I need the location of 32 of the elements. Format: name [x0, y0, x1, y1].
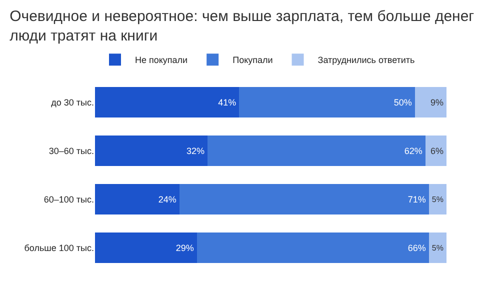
data-label: 24%	[158, 194, 176, 204]
data-label: 71%	[408, 194, 426, 204]
data-label: 29%	[176, 242, 194, 253]
data-label: 50%	[394, 97, 412, 108]
bar	[95, 232, 197, 263]
bar	[95, 184, 180, 214]
data-label: 66%	[408, 242, 426, 253]
bar	[95, 87, 240, 118]
data-label: 41%	[218, 97, 236, 108]
data-label: 62%	[404, 146, 422, 156]
data-label: 9%	[430, 97, 444, 108]
data-label: 32%	[186, 146, 204, 156]
bar	[207, 136, 426, 166]
bar	[414, 87, 446, 118]
legend-label: Затруднились ответить	[318, 55, 416, 66]
data-label: 6%	[430, 146, 444, 156]
bar	[95, 136, 208, 166]
y-tick-label: до 30 тыс.	[51, 97, 94, 108]
bar	[179, 184, 429, 214]
bar	[428, 232, 446, 263]
data-label: 5%	[432, 243, 444, 252]
y-tick-label: 30–60 тыс.	[48, 146, 94, 156]
legend-label: Покупали	[232, 55, 273, 66]
chart-title: Очевидное и невероятное: чем выше зарплата, тем больше денег люди тратят на книги	[10, 8, 475, 44]
bar	[425, 136, 446, 166]
legend-label: Не покупали	[135, 55, 188, 66]
bar	[196, 232, 429, 263]
data-label: 5%	[432, 194, 444, 204]
y-tick-label: больше 100 тыс.	[24, 242, 94, 253]
y-tick-label: 60–100 тыс.	[44, 194, 94, 204]
bar	[239, 87, 415, 118]
bar	[428, 184, 446, 214]
